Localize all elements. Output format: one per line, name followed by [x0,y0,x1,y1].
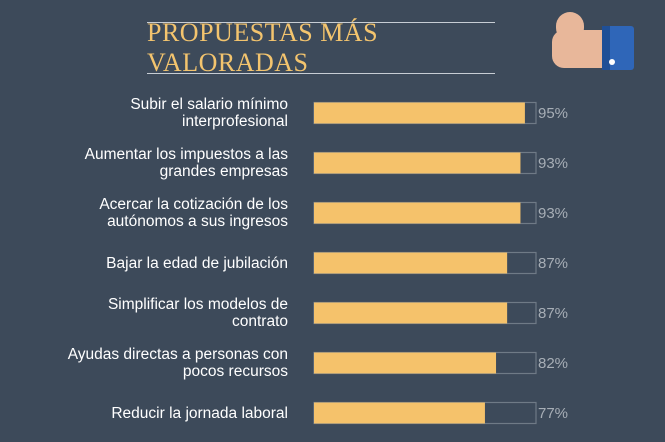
category-label-line: Acercar la cotización de los [99,196,288,213]
category-label: Acercar la cotización de los autónomos a … [0,196,288,230]
category-label-line: Reducir la jornada laboral [111,404,288,422]
category-label: Simplificar los modelos de contrato [0,296,288,330]
category-label-line: autónomos a sus ingresos [107,213,288,230]
category-label-line: pocos recursos [182,363,288,380]
category-label: Bajar la edad de jubilación [0,255,288,272]
category-label-line: grandes empresas [159,163,288,180]
value-label: 93% [538,154,569,172]
value-label: 87% [538,304,569,322]
thumbs-up-icon [552,12,634,70]
value-label: 93% [538,204,569,222]
bar [314,402,485,424]
category-label-line: Aumentar los impuestos a las [84,146,288,163]
category-label: Subir el salario mínimo interprofesional [0,96,288,130]
value-label: 87% [538,254,569,272]
category-label-line: Simplificar los modelos de [107,296,288,313]
category-label: Ayudas directas a personas con pocos recu… [0,346,288,380]
bar [314,152,521,174]
category-label: Aumentar los impuestos a las grandes empr… [0,146,288,180]
category-label: Reducir la jornada laboral [0,405,288,422]
category-label-line: Ayudas directas a personas con [67,346,288,363]
bar [314,252,508,274]
bar [314,202,521,224]
category-label-line: interprofesional [182,113,288,130]
category-label-line: contrato [231,313,288,330]
value-label: 82% [538,354,569,372]
title-frame: PROPUESTAS MÁS VALORADAS [147,18,495,77]
chart-title: PROPUESTAS MÁS VALORADAS [147,18,379,77]
value-label: 95% [538,104,569,122]
bar [314,302,508,324]
category-label-line: Subir el salario mínimo [130,96,288,113]
category-label-line: Bajar la edad de jubilación [106,254,288,272]
value-label: 77% [538,404,569,422]
bar [314,352,497,374]
bar [314,102,525,124]
